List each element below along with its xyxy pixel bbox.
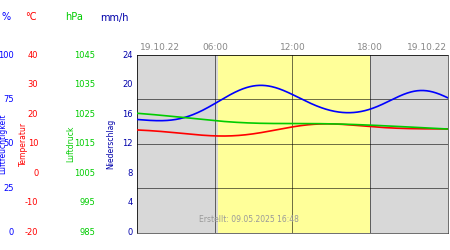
Text: 30: 30: [27, 80, 38, 89]
Text: Temperatur: Temperatur: [19, 122, 28, 166]
Text: 1005: 1005: [74, 169, 95, 178]
Text: Luftfeuchtigkeit: Luftfeuchtigkeit: [0, 114, 8, 174]
Text: 12:00: 12:00: [279, 44, 306, 52]
Bar: [218, 55, 370, 233]
Text: Niederschlag: Niederschlag: [107, 119, 116, 169]
Text: 16: 16: [122, 110, 133, 119]
Text: 100: 100: [0, 50, 14, 59]
Text: 40: 40: [28, 50, 38, 59]
Text: 1025: 1025: [74, 110, 95, 119]
Text: 75: 75: [3, 95, 14, 104]
Text: 1035: 1035: [74, 80, 95, 89]
Text: -20: -20: [25, 228, 38, 237]
Text: mm/h: mm/h: [100, 12, 129, 22]
Text: 995: 995: [80, 198, 95, 207]
Text: 06:00: 06:00: [202, 44, 228, 52]
Text: 0: 0: [127, 228, 133, 237]
Text: 20: 20: [122, 80, 133, 89]
Text: 25: 25: [3, 184, 14, 192]
Text: 1045: 1045: [74, 50, 95, 59]
Text: 8: 8: [127, 169, 133, 178]
Text: -10: -10: [25, 198, 38, 207]
Text: 10: 10: [28, 139, 38, 148]
Text: 985: 985: [80, 228, 95, 237]
Text: Luftdruck: Luftdruck: [67, 126, 76, 162]
Text: 24: 24: [122, 50, 133, 59]
Text: °C: °C: [25, 12, 36, 22]
Text: 1015: 1015: [74, 139, 95, 148]
Text: 0: 0: [8, 228, 14, 237]
Text: hPa: hPa: [65, 12, 83, 22]
Text: 0: 0: [33, 169, 38, 178]
Text: Erstellt: 09.05.2025 16:48: Erstellt: 09.05.2025 16:48: [199, 214, 299, 224]
Text: %: %: [1, 12, 10, 22]
Text: 18:00: 18:00: [357, 44, 383, 52]
Text: 50: 50: [3, 139, 14, 148]
Text: 20: 20: [28, 110, 38, 119]
Text: 4: 4: [127, 198, 133, 207]
Text: 19.10.22: 19.10.22: [140, 44, 180, 52]
Text: 12: 12: [122, 139, 133, 148]
Text: 19.10.22: 19.10.22: [407, 44, 447, 52]
